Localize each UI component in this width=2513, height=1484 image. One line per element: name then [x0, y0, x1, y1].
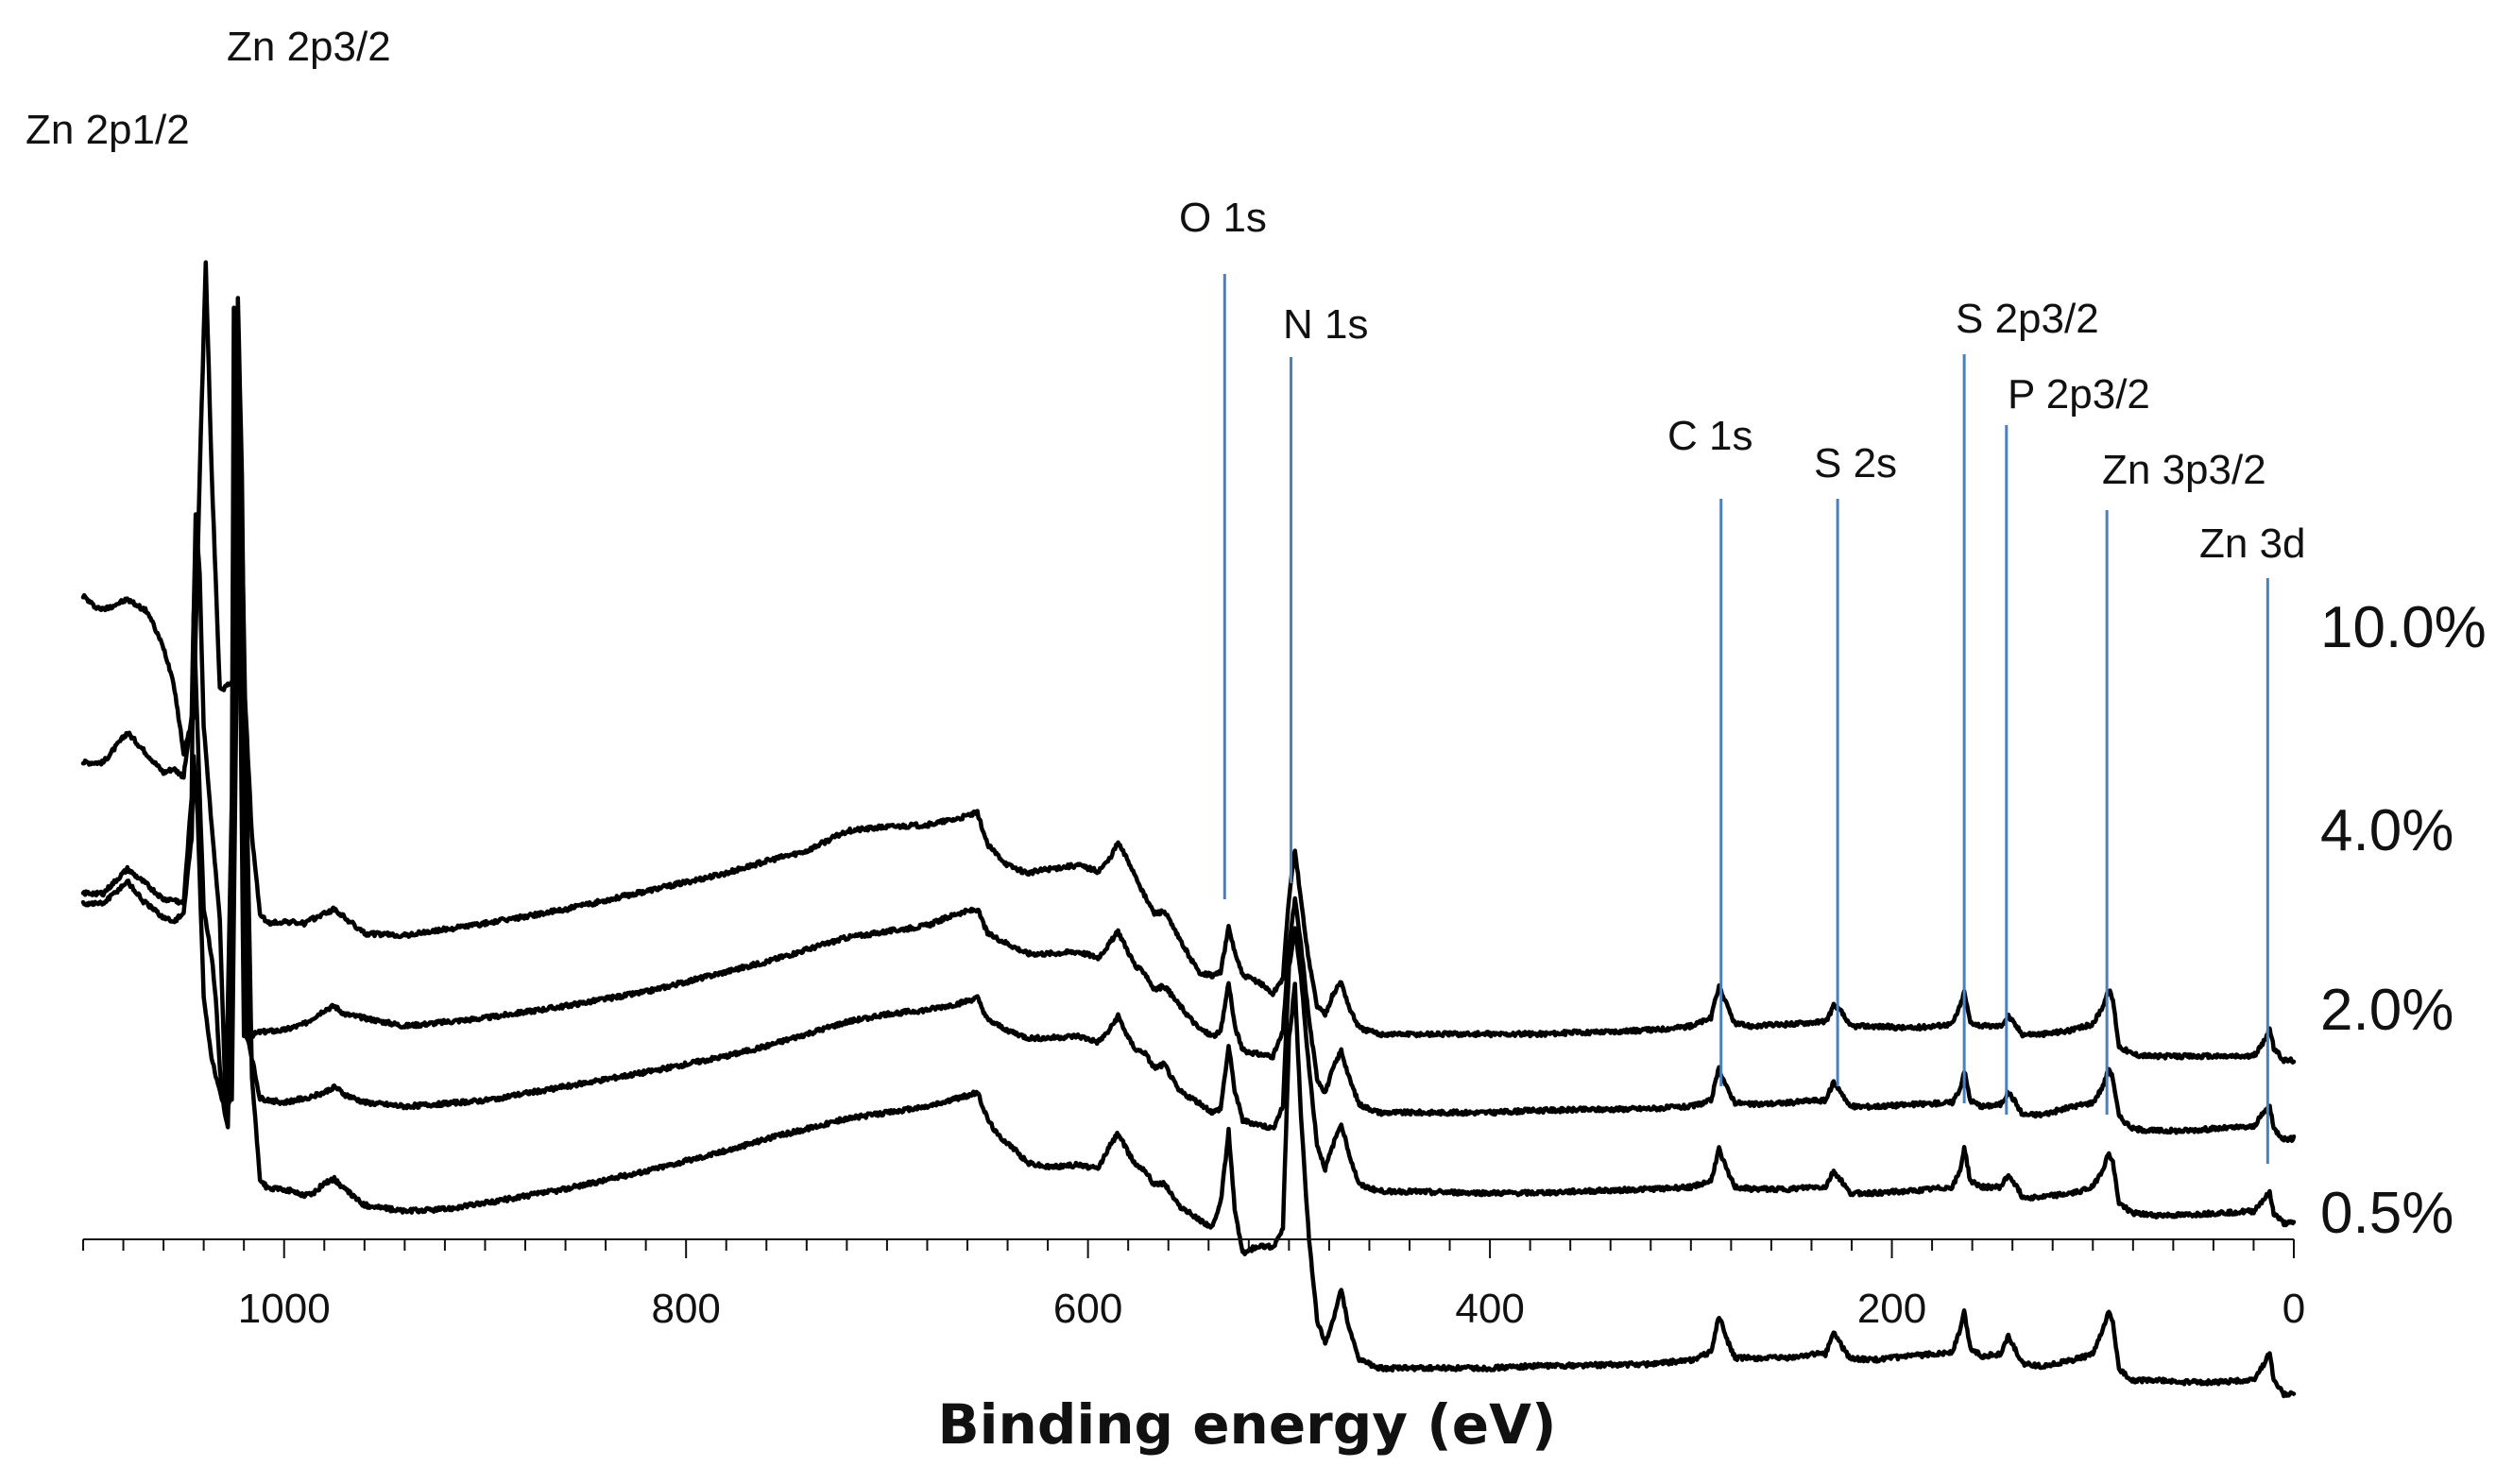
series-label-10-0: 10.0% — [2320, 595, 2487, 660]
peak-lines-group — [1222, 274, 2269, 1164]
series-label-0-5: 0.5% — [2320, 1181, 2453, 1246]
peak-label-c-1s: C 1s — [1667, 413, 1752, 459]
series-labels-group: 10.0% 4.0% 2.0% 0.5% — [2320, 595, 2487, 1246]
peak-label-s-2s: S 2s — [1814, 440, 1897, 486]
tick-label-0: 0 — [2282, 1286, 2305, 1332]
peak-label-p-2p3-2: P 2p3/2 — [2008, 371, 2150, 418]
x-axis-tick-labels: 1000 800 600 400 200 0 — [238, 1286, 2305, 1332]
spectrum-line-4-0 — [80, 305, 2297, 1144]
x-axis-title: Binding energy (eV) — [937, 1392, 1556, 1457]
tick-label-1000: 1000 — [238, 1286, 331, 1332]
tick-label-600: 600 — [1053, 1286, 1122, 1332]
x-axis-ticks — [82, 1239, 2295, 1258]
tick-label-800: 800 — [651, 1286, 720, 1332]
spectrum-line-2-0 — [80, 296, 2297, 1228]
peak-label-zn-2p1-2: Zn 2p1/2 — [26, 107, 190, 153]
spectrum-line-10-0 — [80, 260, 2297, 1065]
tick-label-200: 200 — [1857, 1286, 1926, 1332]
peak-label-o-1s: O 1s — [1179, 195, 1267, 241]
spectrum-line-0-5 — [80, 404, 2297, 1399]
series-label-4-0: 4.0% — [2320, 798, 2453, 863]
peak-label-zn-3p3-2: Zn 3p3/2 — [2102, 447, 2266, 493]
spectra-group — [80, 260, 2297, 1399]
peak-label-zn-2p3-2: Zn 2p3/2 — [227, 24, 391, 70]
series-label-2-0: 2.0% — [2320, 978, 2453, 1043]
peak-label-s-2p3-2: S 2p3/2 — [1956, 296, 2099, 342]
tick-label-400: 400 — [1455, 1286, 1524, 1332]
peak-labels-group: Zn 2p1/2 Zn 2p3/2 O 1s N 1s C 1s S 2s S 2p3/2 P… — [26, 24, 2306, 567]
peak-label-zn-3d: Zn 3d — [2199, 520, 2306, 567]
peak-label-n-1s: N 1s — [1283, 301, 1368, 348]
